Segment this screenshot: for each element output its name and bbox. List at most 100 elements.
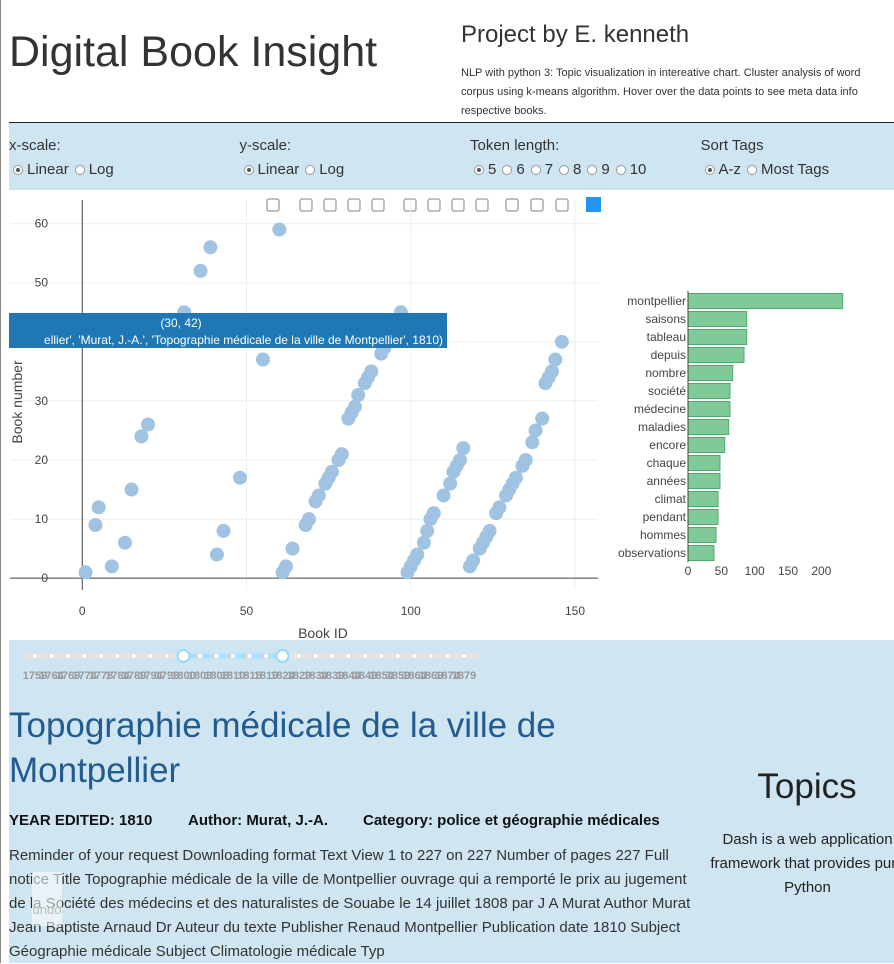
radio-label[interactable]: Most Tags xyxy=(761,161,830,178)
bar xyxy=(687,347,745,363)
slider-mark-label: 1810 xyxy=(221,670,245,682)
radio-button[interactable] xyxy=(305,165,316,175)
bar xyxy=(687,491,719,507)
slider-handle[interactable] xyxy=(176,649,191,663)
point xyxy=(301,512,316,527)
slider-dot xyxy=(461,653,467,659)
radio-button[interactable] xyxy=(587,165,598,175)
control-label: x-scale: xyxy=(9,137,61,154)
slider-mark-label: 1815 xyxy=(237,670,261,682)
radio-label[interactable]: Linear xyxy=(27,161,69,178)
slider-dot xyxy=(444,653,451,659)
undo-button[interactable]: undo xyxy=(32,872,62,926)
toolbar-icon xyxy=(475,198,489,212)
slider-dot xyxy=(147,653,154,659)
bar-label: observations xyxy=(618,546,686,560)
radio-label[interactable]: 6 xyxy=(516,161,525,178)
radio-label[interactable]: Linear xyxy=(257,161,300,178)
radio-label[interactable]: 7 xyxy=(544,161,554,178)
point xyxy=(117,535,132,550)
year-slider[interactable]: 1759176417691774177817841789179417981800… xyxy=(0,640,894,690)
toolbar-icon xyxy=(299,198,313,212)
y-tick-label: 50 xyxy=(35,276,49,290)
slider-mark-label: 1879 xyxy=(452,670,476,682)
point xyxy=(492,500,507,515)
radio-button[interactable] xyxy=(615,165,626,175)
y-tick-label: 30 xyxy=(35,394,49,408)
bar xyxy=(687,509,719,525)
point xyxy=(416,535,431,550)
slider-mark-label: 1808 xyxy=(204,670,228,682)
bar xyxy=(687,437,726,453)
toolbar-icon xyxy=(505,198,519,212)
radio-button[interactable] xyxy=(474,165,484,175)
radio-label[interactable]: 8 xyxy=(573,161,582,178)
book-year: YEAR EDITED: 1810 xyxy=(9,812,153,829)
radio-button[interactable] xyxy=(502,165,513,175)
point xyxy=(216,523,231,538)
toolbar-icon xyxy=(586,197,601,212)
x-axis-title: Book ID xyxy=(298,625,348,640)
book-category: Category: police et géographie médicales xyxy=(363,812,660,829)
control-label: Token length: xyxy=(470,137,560,154)
toolbar-icon xyxy=(530,198,544,212)
x-tick-label: 0 xyxy=(79,604,86,618)
toolbar-icon xyxy=(451,198,465,212)
radio-button[interactable] xyxy=(559,165,570,175)
point xyxy=(209,547,224,562)
x-tick-label: 100 xyxy=(745,564,765,578)
toolbar-icon xyxy=(427,198,441,212)
point xyxy=(193,263,208,278)
slider-dot xyxy=(131,653,137,659)
x-tick-label: 150 xyxy=(778,564,798,578)
slider-dot xyxy=(164,653,170,659)
radio-button[interactable] xyxy=(747,165,757,175)
slider-mark-label: 1839 xyxy=(320,670,344,682)
radio-button[interactable] xyxy=(704,165,715,175)
radio-button[interactable] xyxy=(243,165,254,175)
radio-label[interactable]: A-z xyxy=(718,161,742,178)
radio-group: Linear Log xyxy=(243,161,351,178)
radio-button[interactable] xyxy=(13,165,23,175)
point xyxy=(456,441,471,456)
slider-mark-label: 1794 xyxy=(138,670,163,682)
radio-label[interactable]: 5 xyxy=(488,161,497,178)
slider-handle[interactable] xyxy=(275,649,290,663)
radio-button[interactable] xyxy=(530,165,541,175)
tooltip-detail: ellier', 'Murat, J.-A.', 'Topographie mé… xyxy=(44,333,443,347)
radio-label[interactable]: Log xyxy=(319,161,345,178)
x-tick-label: 100 xyxy=(401,604,421,618)
slider-mark-label: 1844 xyxy=(336,670,361,682)
radio-group: Linear Log xyxy=(13,161,120,178)
point xyxy=(528,423,543,438)
toolbar-icon xyxy=(347,198,361,212)
detail-band xyxy=(9,640,894,963)
slider-mark-label: 1869 xyxy=(419,670,443,682)
toolbar-icon xyxy=(555,198,569,212)
slider-dot xyxy=(81,653,88,659)
toolbar-icon xyxy=(323,198,337,212)
bar-label: société xyxy=(648,384,686,398)
slider-mark-label: 1819 xyxy=(254,670,278,682)
radio-label[interactable]: Log xyxy=(88,161,114,178)
point xyxy=(311,488,326,503)
point xyxy=(278,559,293,574)
topics-text: Dash is a web application framework that… xyxy=(710,831,894,896)
divider xyxy=(9,122,894,123)
radio-button[interactable] xyxy=(74,165,85,175)
radio-label[interactable]: 9 xyxy=(601,161,610,178)
slider-dot xyxy=(395,653,401,659)
radio-label[interactable]: 10 xyxy=(629,161,647,178)
bar-label: maladies xyxy=(638,420,686,434)
slider-dot xyxy=(312,653,319,659)
point xyxy=(88,518,103,532)
control-label: y-scale: xyxy=(239,137,292,154)
slider-dot xyxy=(230,653,236,659)
bar-label: pendant xyxy=(643,510,687,524)
bar xyxy=(687,455,721,471)
point xyxy=(554,334,569,349)
slider-dot xyxy=(65,653,71,659)
point xyxy=(548,352,563,367)
bar-label: climat xyxy=(655,492,687,506)
slider-mark-label: 1874 xyxy=(435,670,460,682)
